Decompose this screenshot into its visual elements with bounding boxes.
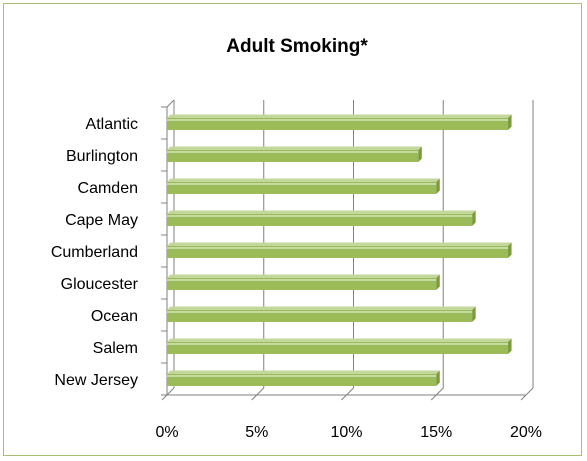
x-tick-label: 20% xyxy=(510,424,542,441)
bars xyxy=(167,114,512,386)
bar-end xyxy=(508,242,512,258)
bar-top xyxy=(167,178,440,182)
floor-line xyxy=(166,387,175,396)
floor-line xyxy=(346,387,354,396)
x-tick-mark xyxy=(430,394,437,401)
bar xyxy=(167,338,512,354)
bar-front xyxy=(167,374,437,386)
category-label: Ocean xyxy=(91,308,138,325)
bar-front xyxy=(167,214,473,226)
bar xyxy=(167,114,512,130)
bar-front xyxy=(167,182,437,194)
x-tick-label: 10% xyxy=(330,424,362,441)
x-tick-mark xyxy=(251,394,258,401)
bar xyxy=(167,146,422,162)
bar-end xyxy=(472,210,476,226)
category-label: Cape May xyxy=(65,212,138,229)
category-label: Atlantic xyxy=(86,116,138,133)
bar-end xyxy=(472,306,476,322)
x-tick-mark xyxy=(161,394,168,401)
x-tick-mark xyxy=(341,394,347,401)
x-tick-label: 5% xyxy=(245,424,268,441)
bar xyxy=(167,242,512,258)
bar-top xyxy=(167,338,512,342)
bar-end xyxy=(436,178,440,194)
bar-front xyxy=(167,310,473,322)
bar-end xyxy=(418,146,422,162)
category-label: Camden xyxy=(78,180,138,197)
bar xyxy=(167,274,440,290)
bar-front xyxy=(167,246,509,258)
bar-front xyxy=(167,278,437,290)
x-tick-labels: 0% 5% 10% 15% 20% xyxy=(155,424,542,441)
bar-top xyxy=(167,306,476,310)
category-label: New Jersey xyxy=(54,372,138,389)
bar-end xyxy=(508,338,512,354)
axis-corner xyxy=(166,99,175,108)
floor-line xyxy=(525,387,534,396)
x-tick-mark xyxy=(520,394,527,401)
x-tick-label: 0% xyxy=(155,424,178,441)
bar-top xyxy=(167,242,512,246)
bar-top xyxy=(167,274,440,278)
bar xyxy=(167,306,476,322)
chart-title: Adult Smoking* xyxy=(226,36,368,57)
floor-line xyxy=(256,387,265,396)
bar-end xyxy=(436,274,440,290)
bar-top xyxy=(167,210,476,214)
bar-front xyxy=(167,118,509,130)
bar-front xyxy=(167,342,509,354)
bar-top xyxy=(167,146,422,150)
category-label: Burlington xyxy=(66,148,138,165)
bar xyxy=(167,210,476,226)
x-tick-label: 15% xyxy=(420,424,452,441)
category-label: Salem xyxy=(93,340,138,357)
bar-top xyxy=(167,370,440,374)
bar-end xyxy=(508,114,512,130)
bar-top xyxy=(167,114,512,118)
category-label: Gloucester xyxy=(61,276,139,293)
bar-front xyxy=(167,150,419,162)
bar xyxy=(167,370,440,386)
bar xyxy=(167,178,440,194)
category-labels: Atlantic Burlington Camden Cape May Cumberla… xyxy=(51,116,139,389)
floor-line xyxy=(435,387,444,396)
category-label: Cumberland xyxy=(51,244,138,261)
bar-end xyxy=(436,370,440,386)
